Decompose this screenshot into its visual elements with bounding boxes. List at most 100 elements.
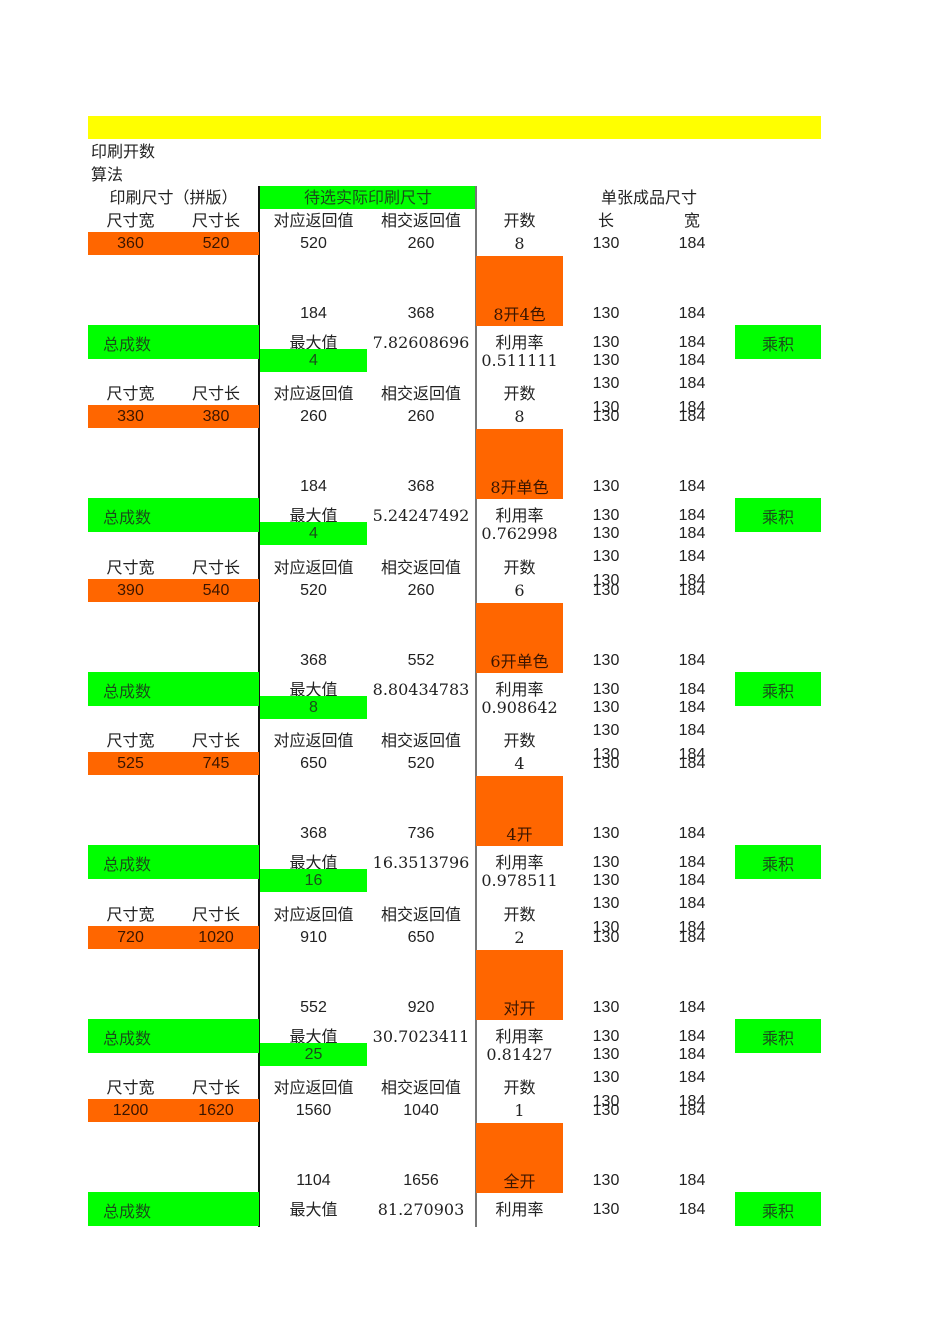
open-count-label: 开数	[503, 905, 536, 924]
size-length-input[interactable]: 1020	[173, 926, 259, 949]
count-value: 16	[260, 869, 367, 892]
total-label-text: 总成数	[103, 1029, 152, 1048]
cross-return-value: 650	[407, 929, 435, 946]
product-label-text: 乘积	[761, 855, 794, 874]
count-value: 8	[260, 696, 367, 719]
candidate-size-header: 待选实际印刷尺寸	[260, 186, 476, 209]
product-length-value: 130	[592, 1069, 620, 1086]
product-length-value: 130	[592, 681, 620, 698]
size-length-input[interactable]: 745	[173, 752, 259, 775]
product-width-value: 184	[678, 1093, 706, 1110]
divider-right	[475, 186, 477, 1227]
size-length-label: 尺寸长	[191, 1078, 240, 1097]
open-count-value: 2	[514, 928, 525, 947]
utilization-label: 利用率	[495, 506, 544, 525]
cross-return-value: 260	[407, 235, 435, 252]
max-value: 16.3513796	[372, 853, 470, 872]
format-label: 4开	[476, 776, 563, 846]
product-length-value: 130	[592, 895, 620, 912]
product-length-value: 130	[592, 305, 620, 322]
size-length-input[interactable]: 540	[173, 579, 259, 602]
product-width-value: 184	[678, 375, 706, 392]
product-length-value: 130	[592, 525, 620, 542]
total-label: 总成数	[88, 498, 259, 532]
max-value-label: 最大值	[289, 1027, 338, 1046]
product-width-value: 184	[678, 478, 706, 495]
product-width-value: 184	[678, 305, 706, 322]
size-width-label: 尺寸宽	[106, 731, 155, 750]
total-label: 总成数	[88, 1019, 259, 1053]
product-length-value: 130	[592, 1102, 620, 1119]
format-label: 全开	[476, 1123, 563, 1193]
max-value: 8.80434783	[372, 680, 470, 699]
product-width-value: 184	[678, 681, 706, 698]
utilization-value: 0.978511	[481, 871, 558, 890]
cross-return-value: 520	[407, 755, 435, 772]
product-width-value: 184	[678, 825, 706, 842]
product-length-value: 130	[592, 854, 620, 871]
count-value: 4	[260, 349, 367, 372]
format-label-text: 8开单色	[490, 478, 549, 497]
product-length-value: 130	[592, 1028, 620, 1045]
product-width-value: 184	[678, 919, 706, 936]
format-label-text: 4开	[506, 825, 533, 844]
product-width-value: 184	[678, 408, 706, 425]
corr-return-value: 260	[300, 408, 327, 425]
corr-return-value-2: 1104	[296, 1172, 331, 1189]
utilization-label: 利用率	[495, 680, 544, 699]
product-width-header: 宽	[683, 211, 700, 230]
cross-return-value: 260	[407, 408, 435, 425]
size-width-input[interactable]: 390	[88, 579, 173, 602]
product-length-value: 130	[592, 572, 620, 589]
open-count-value: 6	[514, 581, 525, 600]
utilization-value: 0.908642	[481, 698, 558, 717]
product-label-text: 乘积	[761, 1029, 794, 1048]
cross-return-value-2: 920	[407, 999, 435, 1016]
size-width-input[interactable]: 525	[88, 752, 173, 775]
title-banner	[88, 116, 821, 139]
product-label-text: 乘积	[761, 508, 794, 527]
format-label-text: 对开	[503, 999, 536, 1018]
product-length-value: 130	[592, 1172, 620, 1189]
total-label-text: 总成数	[103, 855, 152, 874]
product-length-value: 130	[592, 548, 620, 565]
product-length-value: 130	[592, 582, 620, 599]
corr-return-value: 650	[300, 755, 327, 772]
size-width-input[interactable]: 330	[88, 405, 173, 428]
size-width-label: 尺寸宽	[106, 211, 155, 230]
product-width-value: 184	[678, 507, 706, 524]
open-count-label: 开数	[503, 1078, 536, 1097]
product-width-value: 184	[678, 895, 706, 912]
product-width-value: 184	[678, 722, 706, 739]
size-width-input[interactable]: 360	[88, 232, 173, 255]
size-width-input[interactable]: 1200	[88, 1099, 173, 1122]
size-length-input[interactable]: 520	[173, 232, 259, 255]
utilization-label: 利用率	[495, 1027, 544, 1046]
size-length-input[interactable]: 380	[173, 405, 259, 428]
cross-return-value: 1040	[403, 1102, 439, 1119]
cross-return-value-2: 368	[407, 478, 435, 495]
count-value: 25	[260, 1043, 367, 1066]
product-width-value: 184	[678, 652, 706, 669]
open-count-value: 4	[514, 754, 525, 773]
product-width-value: 184	[678, 334, 706, 351]
cross-return-label: 相交返回值	[380, 211, 461, 230]
corr-return-value-2: 184	[300, 305, 327, 322]
cross-return-value-2: 1656	[403, 1172, 439, 1189]
product-width-value: 184	[678, 525, 706, 542]
product-length-value: 130	[592, 722, 620, 739]
product-length-value: 130	[592, 1201, 620, 1218]
product-size-header: 单张成品尺寸	[600, 188, 697, 207]
size-width-label: 尺寸宽	[106, 1078, 155, 1097]
product-width-value: 184	[678, 872, 706, 889]
size-width-input[interactable]: 720	[88, 926, 173, 949]
product-length-header: 长	[597, 211, 614, 230]
format-label-text: 全开	[503, 1172, 536, 1191]
corr-return-value: 1560	[295, 1102, 332, 1119]
utilization-label: 利用率	[495, 333, 544, 352]
product-length-value: 130	[592, 919, 620, 936]
size-length-input[interactable]: 1620	[173, 1099, 259, 1122]
product-length-value: 130	[592, 507, 620, 524]
format-label-text: 6开单色	[490, 652, 549, 671]
product-label-text: 乘积	[761, 682, 794, 701]
